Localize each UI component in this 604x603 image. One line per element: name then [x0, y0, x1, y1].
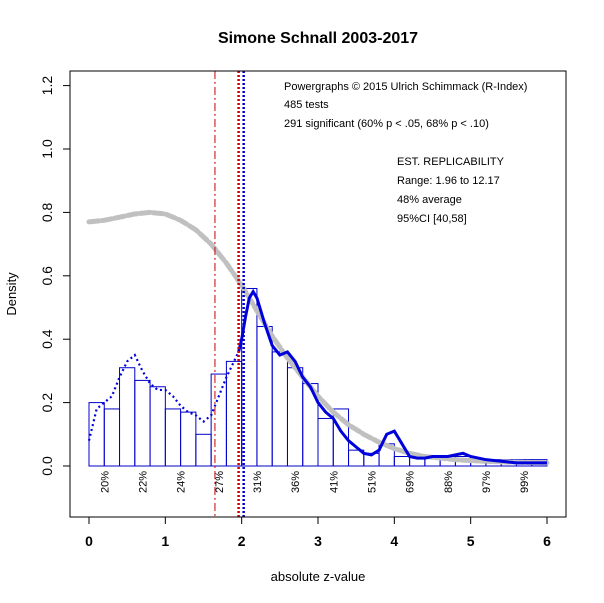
x-tick-label: 3	[314, 533, 322, 549]
y-axis-title: Density	[4, 272, 19, 316]
histogram-bars	[88, 287, 548, 467]
chart-title: Simone Schnall 2003-2017	[218, 30, 418, 47]
percent-label: 69%	[405, 471, 417, 493]
x-axis: 0 1 2 3 4 5 6	[85, 516, 551, 549]
y-tick-label: 0.0	[39, 456, 55, 476]
annotations: Powergraphs © 2015 Ulrich Schimmack (R-I…	[284, 81, 527, 225]
percent-label: 41%	[328, 471, 340, 493]
y-tick-label: 0.8	[39, 202, 55, 222]
annotation-replicability-title: EST. REPLICABILITY	[397, 156, 505, 168]
density-curve-solid	[237, 288, 547, 465]
y-tick-label: 1.0	[39, 139, 55, 159]
fitted-curve	[86, 209, 550, 466]
vertical-lines-layer	[214, 71, 245, 517]
annotation-tests: 485 tests	[284, 99, 329, 111]
x-tick-label: 0	[85, 533, 93, 549]
x-tick-label: 2	[238, 533, 246, 549]
y-tick-label: 0.2	[39, 393, 55, 413]
histogram-bar	[332, 408, 350, 467]
x-axis-title: absolute z-value	[271, 569, 366, 584]
percent-label: 31%	[252, 471, 264, 493]
percent-label: 36%	[290, 471, 302, 493]
annotation-powergraph: Powergraphs © 2015 Ulrich Schimmack (R-I…	[284, 81, 527, 93]
fitted-curve-layer	[86, 209, 550, 466]
y-tick-label: 0.6	[39, 266, 55, 286]
x-tick-label: 1	[161, 533, 169, 549]
annotation-significant: 291 significant (60% p < .05, 68% p < .1…	[284, 118, 489, 130]
percent-label: 27%	[214, 471, 226, 493]
x-tick-label: 6	[543, 533, 551, 549]
y-tick-label: 0.4	[39, 329, 55, 349]
percent-label: 20%	[99, 471, 111, 493]
y-tick-label: 1.2	[39, 76, 55, 96]
percent-label: 99%	[519, 471, 531, 493]
annotation-ci: 95%CI [40,58]	[397, 213, 467, 225]
annotation-average: 48% average	[397, 194, 462, 206]
x-tick-label: 5	[467, 533, 475, 549]
percent-labels-layer: 20% 22% 24% 27% 31% 36% 41% 51% 69% 88% 97% 99%	[99, 471, 531, 493]
percent-label: 97%	[481, 471, 493, 493]
percent-label: 51%	[366, 471, 378, 493]
y-axis: 0.0 0.2 0.4 0.6 0.8 1.0 1.2	[39, 76, 71, 476]
percent-label: 22%	[137, 471, 149, 493]
percent-label: 88%	[443, 471, 455, 493]
annotation-range: Range: 1.96 to 12.17	[397, 175, 500, 187]
x-tick-label: 4	[390, 533, 398, 549]
density-curve-dotted	[87, 351, 240, 441]
density-curve-layer	[87, 288, 547, 465]
percent-label: 24%	[176, 471, 188, 493]
